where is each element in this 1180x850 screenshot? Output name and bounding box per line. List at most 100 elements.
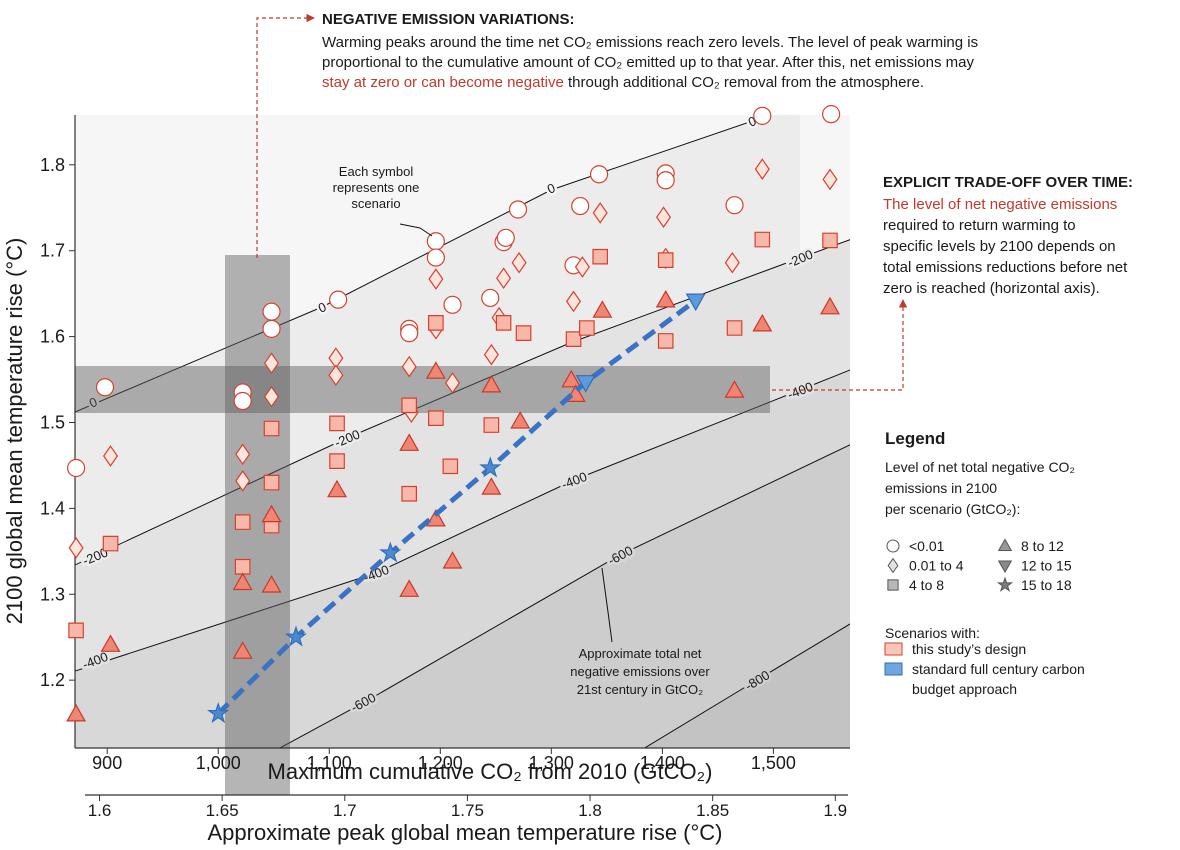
x2-tick-label: 1.6 [88,801,112,820]
legend-label: 0.01 to 4 [909,558,964,574]
scatter-point [66,703,87,722]
scatter-point [565,290,582,313]
scatter-point [401,485,417,502]
scatter-point [442,458,459,475]
scatter-point [753,106,772,125]
legend-label: 8 to 12 [1021,538,1064,554]
scatter-point [232,572,253,591]
scatter-point [233,391,252,411]
legend-marker [887,557,899,574]
legend-subtitle: emissions in 2100 [885,480,997,496]
scatter-point [481,374,502,393]
scatter-point [481,477,502,495]
legend-label: budget approach [912,681,1017,697]
scatter-point [820,296,840,315]
scatter-point [724,251,740,274]
scatter-point [565,331,582,347]
callout-text: scenario [351,196,400,211]
y-tick-label: 1.5 [40,412,65,432]
scatter-point [67,458,86,478]
scatter-point [329,453,345,469]
scatter-point [207,702,230,724]
legend-marker [997,560,1013,574]
scatter-point [483,417,500,433]
scatter-point [235,470,251,492]
legend-swatch [884,642,903,656]
scatter-point [426,248,445,267]
scatter-point [95,378,115,397]
y-tick-label: 1.4 [40,498,65,518]
callout-text: negative emissions over [570,664,710,679]
contour-line [278,444,850,748]
scatter-point [399,579,420,597]
scatter-point [263,474,280,491]
x-tick-label: 1,200 [418,753,463,773]
scatter-point [495,315,512,331]
highlight-band [75,366,770,413]
x2-tick-label: 1.85 [696,801,729,820]
x2-tick-label: 1.75 [451,801,484,820]
scatter-point [428,315,444,331]
scatter-point [592,202,608,224]
callout-text: Each symbol [339,164,414,179]
annotation-run: The level of net negative emissions [883,196,1117,213]
scatter-point [496,228,515,247]
scatter-point [263,352,280,375]
legend-design-title: Scenarios with: [885,625,980,641]
annotation-line: total emissions reductions before net [883,259,1128,276]
scatter-point [655,289,676,308]
y-axis-label: 2100 global mean temperature rise (°C) [2,238,27,625]
annotation-title: NEGATIVE EMISSION VARIATIONS: [322,11,575,28]
scatter-point [754,231,771,248]
scatter-point [725,196,744,215]
scatter-point [235,443,251,466]
scatter-point [574,256,590,278]
scatter-point [510,411,531,429]
scatter-point [426,232,445,251]
scatter-point [444,372,461,394]
scatter-point [508,200,528,219]
plot-area: 1.2 1.3 1.4 1.5 1.6 1.7 1.8 900 1,000 1,100 1,200 1… [40,105,850,820]
scatter-point [571,196,590,216]
annotation-run: required to return warming to [883,217,1076,234]
x2-tick-label: 1.65 [206,801,239,820]
scatter-point [401,355,417,378]
legend-marker [997,538,1013,551]
annotation-run: zero is reached (horizontal axis). [883,280,1100,297]
scatter-point [442,551,463,569]
annotation-run: stay at zero or can become negative [322,74,564,91]
scatter-point [261,575,282,593]
budget-line [216,298,698,716]
x-tick-label: 900 [92,753,122,773]
annotation-run: through additional CO₂ removal from the … [564,74,924,91]
callout-line [399,223,433,237]
scatter-point [496,267,512,290]
legend-subtitle: per scenario (GtCO₂): [885,501,1020,517]
scatter-point [401,397,417,414]
legend-label: this study’s design [912,641,1026,657]
x2-axis-label: Approximate peak global mean temperature… [207,820,722,845]
x2-tick-label: 1.7 [333,801,357,820]
y-tick-label: 1.3 [40,584,65,604]
annotation-run: total emissions reductions before net [883,259,1128,276]
scatter-point [400,324,419,343]
annotation-line: required to return warming to [883,217,1076,234]
scatter-point [284,625,307,647]
scatter-point [234,558,251,575]
scatter-point [328,364,344,387]
annotation-run: Warming peaks around the time net CO₂ em… [322,34,978,51]
x-tick-label: 1,300 [529,753,574,773]
annotation-line: zero is reached (horizontal axis). [883,280,1100,297]
legend-title: Legend [885,429,945,448]
y-tick-label: 1.8 [40,155,65,175]
contour-line [75,115,772,413]
scatter-point [425,361,446,379]
legend-label: 12 to 15 [1021,558,1072,574]
x-tick-label: 1,500 [751,753,796,773]
scatter-point [102,445,119,467]
scatter-point [592,248,609,265]
x-tick-label: 1,100 [307,753,352,773]
annotation-title: EXPLICIT TRADE-OFF OVER TIME: [883,174,1133,191]
scatter-point [261,504,282,523]
legend-label: 4 to 8 [909,577,944,593]
